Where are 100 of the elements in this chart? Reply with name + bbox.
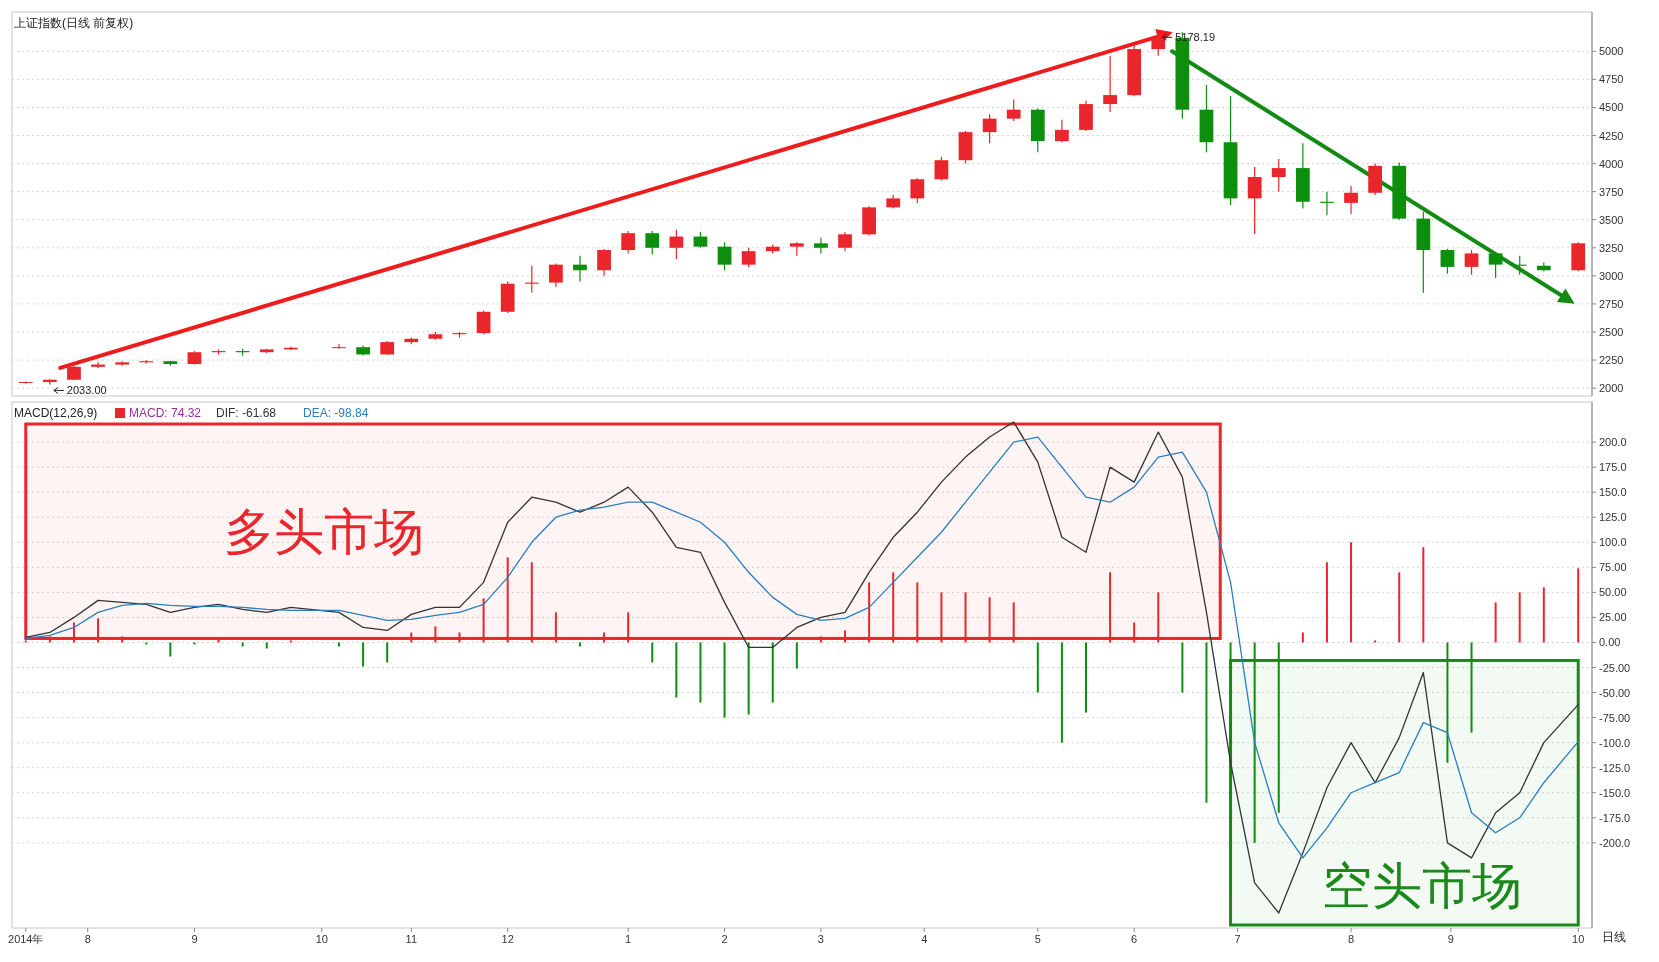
y-tick-label: 3750: [1599, 185, 1624, 198]
bar: [627, 612, 630, 643]
bar: [1577, 568, 1580, 643]
candlestick: [597, 248, 611, 277]
candlestick: [476, 310, 491, 335]
bar: [1060, 642, 1063, 743]
candlestick: [1488, 251, 1503, 279]
x-tick-label: 12: [501, 933, 514, 945]
y-tick-label: 75.00: [1599, 561, 1627, 574]
bar: [434, 626, 437, 643]
candlestick: [645, 230, 660, 256]
bar: [964, 592, 967, 643]
bar: [844, 630, 847, 643]
candlestick: [332, 343, 346, 350]
bar: [72, 622, 75, 643]
bar: [603, 632, 606, 643]
y-tick-label: 2250: [1599, 354, 1624, 367]
bar: [362, 642, 365, 667]
bar: [1422, 547, 1425, 643]
bar: [1325, 562, 1328, 643]
bar: [771, 642, 774, 703]
bar: [940, 592, 943, 643]
bar: [795, 642, 798, 669]
bar: [1205, 642, 1208, 803]
bar: [675, 642, 678, 698]
y-tick-label: 2750: [1599, 297, 1624, 310]
bar: [1542, 587, 1545, 643]
bar: [217, 638, 220, 643]
bar: [651, 642, 654, 663]
x-tick-label: 2014年: [8, 933, 44, 945]
bar: [554, 612, 557, 643]
bar: [1133, 622, 1136, 643]
bar: [578, 642, 581, 647]
y-tick-label: -175.0: [1599, 811, 1631, 824]
y-tick-label: 150.0: [1599, 486, 1627, 499]
y-tick-label: 2000: [1599, 382, 1624, 395]
x-tick-label: 9: [1447, 933, 1454, 945]
y-tick-label: 100.0: [1599, 536, 1627, 549]
bar: [699, 642, 702, 703]
bar: [289, 640, 292, 643]
y-tick-label: 125.0: [1599, 511, 1627, 524]
bar: [747, 642, 750, 715]
candlestick: [910, 177, 925, 204]
candlestick: [1464, 249, 1479, 276]
bar: [530, 562, 533, 643]
bar: [145, 642, 148, 645]
candlestick: [934, 156, 949, 182]
y-tick-label: 25.00: [1599, 611, 1627, 624]
candlestick: [1344, 185, 1358, 215]
bar: [1470, 642, 1473, 733]
candlestick: [42, 378, 57, 386]
bar: [1036, 642, 1039, 693]
bar: [121, 636, 124, 643]
y-tick-label: 5000: [1599, 45, 1624, 58]
candlestick: [621, 230, 636, 254]
y-tick-label: 175.0: [1599, 461, 1627, 474]
y-tick-label: -200.0: [1599, 836, 1631, 849]
bar: [338, 642, 341, 647]
candlestick: [1271, 158, 1286, 193]
bar: [97, 618, 100, 643]
bar: [1012, 602, 1015, 643]
x-tick-label: 7: [1234, 933, 1241, 945]
x-tick-label: 10: [315, 933, 328, 945]
bar: [1277, 642, 1280, 813]
candlestick: [838, 231, 852, 252]
bar: [506, 557, 509, 643]
y-tick-label: 2500: [1599, 326, 1624, 338]
candlestick: [91, 361, 105, 369]
bar: [988, 597, 991, 643]
candlestick: [1247, 166, 1262, 235]
y-tick-label: -50.00: [1599, 686, 1631, 699]
x-tick-label: 3: [817, 933, 824, 945]
bar: [48, 636, 51, 643]
bar: [1446, 642, 1449, 763]
bar: [1518, 592, 1521, 643]
candlestick: [1103, 55, 1117, 113]
y-tick-label: -125.0: [1599, 761, 1631, 774]
legend-label: MACD: 74.32: [129, 406, 202, 420]
candlestick: [669, 229, 684, 260]
candlestick: [1440, 248, 1455, 275]
x-tick-label: 1: [625, 933, 632, 945]
chart-title: MACD(12,26,9): [14, 406, 98, 420]
y-tick-label: 3000: [1599, 269, 1624, 282]
candlestick: [1512, 255, 1527, 276]
y-tick-label: 4000: [1599, 157, 1624, 170]
bar: [482, 598, 485, 643]
bar: [1350, 542, 1353, 643]
x-tick-label: 8: [1347, 933, 1355, 945]
bar: [193, 642, 196, 645]
y-tick-label: -25.00: [1599, 661, 1631, 674]
y-tick-label: 50.00: [1599, 586, 1627, 599]
bar: [1494, 602, 1497, 643]
candlestick: [524, 265, 539, 294]
bar: [1181, 642, 1184, 693]
y-tick-label: -75.00: [1599, 711, 1631, 724]
bar: [1109, 572, 1112, 643]
bar: [1398, 572, 1401, 643]
bar: [458, 632, 461, 643]
bar: [386, 642, 389, 663]
y-tick-label: 4750: [1599, 73, 1624, 86]
